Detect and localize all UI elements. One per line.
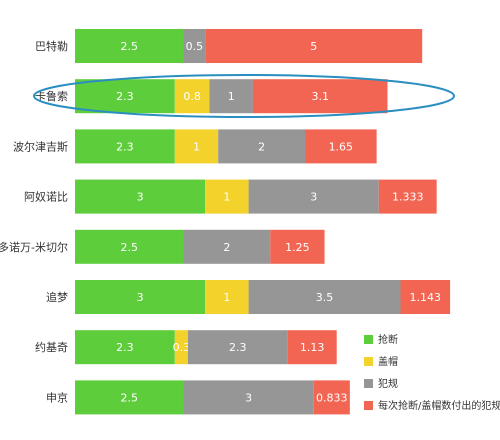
data-label: 3	[137, 291, 144, 304]
bar-segment	[75, 79, 175, 114]
legend-swatch	[364, 335, 373, 344]
data-label: 2.5	[121, 241, 139, 254]
bar-segment	[174, 330, 188, 365]
bar-segment	[205, 179, 249, 214]
data-label: 3	[137, 191, 144, 204]
data-label: 2.3	[229, 341, 247, 354]
legend-swatch	[364, 357, 373, 366]
data-label: 1	[228, 90, 235, 103]
data-label: 3.1	[311, 90, 329, 103]
data-label: 0.8	[183, 90, 201, 103]
bar-segment	[183, 29, 206, 63]
legend-label: 每次抢断/盖帽数付出的犯规数	[378, 399, 500, 412]
data-label: 3	[245, 391, 252, 404]
category-label: 追梦	[46, 290, 68, 304]
data-label: 5	[310, 40, 317, 53]
bar-segment	[183, 229, 271, 264]
data-label: 2	[258, 140, 265, 153]
category-label: 巴特勒	[35, 39, 68, 53]
bar-segment	[313, 380, 350, 415]
bar-segment	[187, 330, 288, 365]
data-label: 2.3	[116, 341, 134, 354]
bar-segment	[305, 129, 377, 164]
data-label: 0.833	[316, 391, 348, 404]
bar-segment	[75, 179, 206, 214]
bar-segment	[75, 380, 184, 415]
data-label: 1	[223, 191, 230, 204]
bar-segment	[205, 29, 423, 63]
data-label: 0.5	[186, 40, 204, 53]
legend-swatch	[364, 379, 373, 388]
bar-segment	[75, 29, 184, 63]
bar-segment	[174, 79, 210, 114]
bar-segment	[174, 129, 219, 164]
data-label: 2.3	[116, 140, 134, 153]
bar-segment	[75, 330, 175, 365]
category-label: 申京	[46, 390, 68, 404]
bar-segment	[75, 280, 206, 314]
legend-label: 犯规	[378, 377, 398, 390]
data-label: 1.25	[285, 241, 310, 254]
data-label: 1.333	[392, 191, 424, 204]
bar-segment	[75, 229, 184, 264]
data-label: 2.5	[121, 40, 139, 53]
legend-swatch	[364, 401, 373, 410]
bar-segment	[287, 330, 337, 365]
legend-label: 盖帽	[378, 355, 398, 368]
bar-segment	[205, 280, 249, 314]
data-label: 2.5	[121, 391, 139, 404]
bar-segment	[209, 79, 253, 114]
bar-segment	[252, 79, 388, 114]
data-label: 0.3	[173, 341, 191, 354]
bar-segment	[75, 129, 175, 164]
bar-segment	[378, 179, 437, 214]
category-label: 波尔津吉斯	[13, 140, 68, 153]
category-label: 卡鲁索	[35, 89, 68, 103]
legend-label: 抢断	[378, 333, 398, 346]
data-label: 1.143	[410, 291, 442, 304]
bar-segment	[183, 380, 314, 415]
bar-segment	[218, 129, 306, 164]
data-label: 3.5	[316, 291, 334, 304]
data-label: 1	[193, 140, 200, 153]
category-label: 约基奇	[35, 341, 68, 354]
data-label: 2.3	[116, 90, 134, 103]
bars: 2.5 0.5 5 2.3 0.8 1 3.1 2.3 1 2 1.65 3 1 3 1.333 2.5 2 1.…	[75, 29, 451, 415]
data-label: 3	[310, 191, 317, 204]
bar-segment	[248, 179, 379, 214]
data-label: 2	[223, 241, 230, 254]
bar-segment	[248, 280, 401, 314]
data-label: 1.65	[329, 140, 354, 153]
bar-segment	[400, 280, 451, 314]
data-label: 1.13	[300, 341, 325, 354]
bar-segment	[270, 229, 325, 264]
category-label: 阿奴诺比	[24, 190, 68, 204]
highlight-ellipse	[33, 74, 455, 118]
data-label: 1	[223, 291, 230, 304]
category-label: 多诺万-米切尔	[0, 240, 68, 254]
